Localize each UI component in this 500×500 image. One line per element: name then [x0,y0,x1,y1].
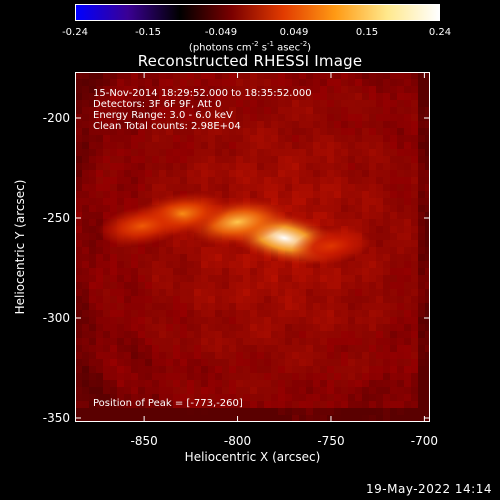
colorbar-tick: -0.15 [135,27,161,38]
colorbar-gradient [75,4,440,21]
plot-area [75,72,430,422]
x-axis-label: Heliocentric X (arcsec) [184,450,321,464]
x-tick-label: -800 [223,434,252,448]
y-tick-label: -200 [42,111,70,125]
chart-title: Reconstructed RHESSI Image [137,52,363,70]
colorbar-tick: -0.049 [204,27,238,38]
colorbar-unit: (photons cm-2 s-1 asec-2) [188,40,312,54]
info-energy-range: Energy Range: 3.0 - 6.0 keV [93,110,233,121]
info-counts: Clean Total counts: 2.98E+04 [93,121,241,132]
date-stamp: 19-May-2022 14:14 [366,482,492,496]
emission-source [291,227,371,265]
x-tick-label: -750 [317,434,345,448]
info-time-range: 15-Nov-2014 18:29:52.000 to 18:35:52.000 [93,88,312,99]
colorbar-tick: 0.049 [279,27,309,38]
heatmap-image [75,72,430,422]
plot-frame [75,72,430,422]
y-tick-label: -350 [42,411,70,425]
colorbar-tick: -0.24 [62,27,88,38]
x-tick-label: -700 [410,434,439,448]
x-tick-label: -850 [130,434,158,448]
colorbar-tick: 0.24 [428,27,452,38]
colorbar [75,4,440,21]
info-detectors: Detectors: 3F 6F 9F, Att 0 [93,99,222,110]
y-axis-label: Heliocentric Y (arcsec) [13,179,27,315]
y-tick-label: -300 [42,311,70,325]
colorbar-tick: 0.15 [355,27,379,38]
y-tick-label: -250 [42,211,70,225]
peak-position-label: Position of Peak = [-773,-260] [93,398,243,409]
emission-source [98,205,187,247]
